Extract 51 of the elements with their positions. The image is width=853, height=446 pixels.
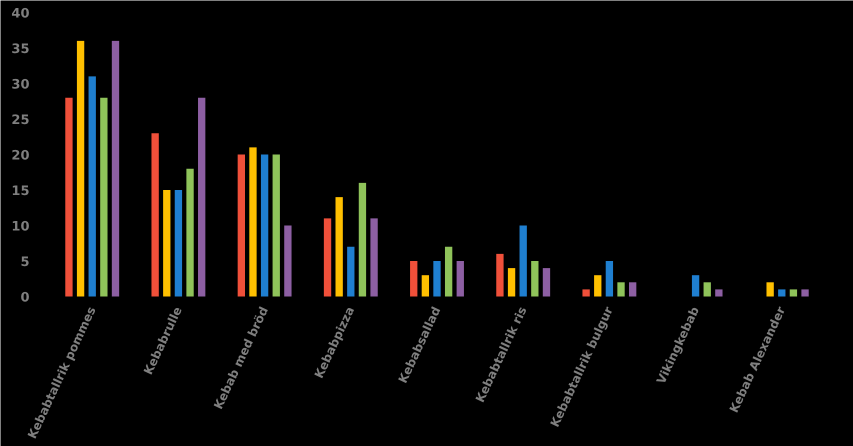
- bar: [198, 98, 206, 296]
- bar: [336, 197, 343, 296]
- bar: [617, 282, 625, 296]
- bar: [790, 289, 798, 296]
- bar: [186, 168, 194, 296]
- y-tick-label: 0: [20, 290, 30, 306]
- bar: [766, 282, 774, 296]
- bar: [324, 218, 332, 296]
- bar: [531, 261, 538, 296]
- bar: [238, 154, 245, 296]
- bar: [778, 289, 786, 296]
- bar: [444, 246, 452, 296]
- bar: [284, 226, 292, 296]
- bar: [606, 261, 614, 296]
- bar: [456, 261, 464, 296]
- bar: [801, 289, 809, 296]
- bar: [174, 190, 182, 296]
- bar: [594, 275, 602, 296]
- bar: [358, 182, 366, 296]
- bar: [249, 147, 257, 296]
- bar: [65, 98, 73, 296]
- bar: [260, 154, 268, 296]
- y-tick-label: 30: [11, 78, 30, 92]
- bar: [496, 254, 504, 296]
- bar: [410, 261, 418, 296]
- bar: [347, 246, 354, 296]
- y-tick-label: 20: [11, 148, 30, 164]
- bar: [112, 40, 120, 296]
- y-tick-label: 25: [11, 113, 30, 128]
- y-tick-label: 15: [11, 184, 30, 199]
- y-tick-label: 5: [20, 255, 30, 270]
- bar: [692, 275, 700, 296]
- bar: [629, 282, 636, 296]
- bar: [433, 261, 441, 296]
- bar: [582, 289, 590, 296]
- bar: [422, 275, 430, 296]
- bar: [715, 289, 723, 296]
- bar: [100, 98, 108, 296]
- bar: [542, 268, 550, 296]
- bar: [704, 282, 711, 296]
- bar: [88, 76, 96, 296]
- bar: [163, 190, 170, 296]
- bar: [508, 268, 516, 296]
- y-tick-label: 10: [11, 220, 30, 234]
- bar: [272, 154, 280, 296]
- bar: [151, 133, 159, 296]
- y-tick-label: 40: [11, 6, 30, 22]
- y-tick-label: 35: [11, 42, 30, 57]
- bar: [520, 226, 527, 296]
- bar: [370, 218, 378, 296]
- bar: [76, 40, 84, 296]
